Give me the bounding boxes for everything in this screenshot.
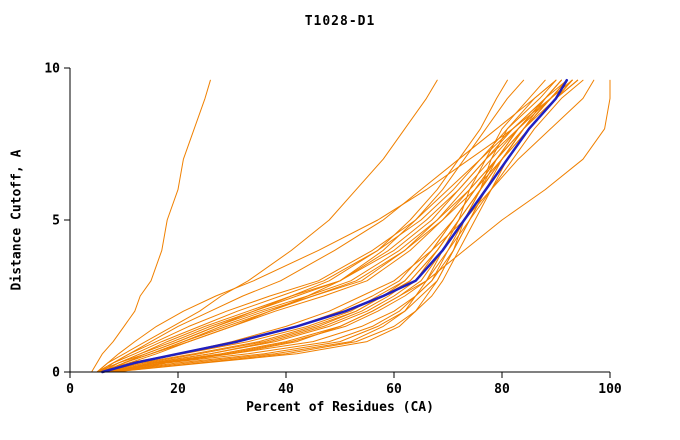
svg-text:40: 40 — [278, 382, 294, 397]
svg-text:100: 100 — [598, 382, 622, 397]
svg-text:10: 10 — [44, 62, 60, 77]
svg-text:0: 0 — [52, 366, 60, 381]
svg-text:60: 60 — [386, 382, 402, 397]
svg-text:5: 5 — [52, 214, 60, 229]
chart-title: T1028-D1 — [304, 14, 376, 29]
svg-text:80: 80 — [494, 382, 510, 397]
svg-text:0: 0 — [66, 382, 74, 397]
x-axis-label: Percent of Residues (CA) — [246, 400, 434, 415]
svg-text:20: 20 — [170, 382, 186, 397]
